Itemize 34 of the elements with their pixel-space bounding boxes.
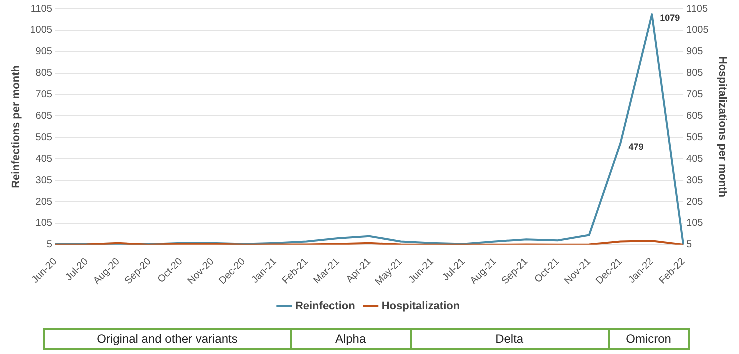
y-tick-label: 305 [36, 175, 53, 186]
y2-tick-label: 1105 [686, 4, 708, 15]
legend-label: Reinfection [295, 300, 356, 313]
legend-label: Hospitalization [382, 300, 460, 313]
y2-tick-label: 905 [686, 46, 704, 58]
y2-axis-title: Hospitalizations per month [716, 56, 728, 198]
y2-tick-label: 405 [686, 154, 704, 165]
y-tick-label: 805 [36, 68, 53, 80]
y-tick-label: 1005 [30, 25, 53, 36]
y-tick-label: 405 [36, 154, 53, 165]
data-label: 479 [628, 142, 644, 152]
text: Original and other variants [45, 330, 292, 348]
text: Omicron [625, 331, 672, 348]
y2-tick-label: 205 [686, 196, 704, 208]
data-label: 1079 [660, 13, 680, 24]
y2-tick-label: 605 [686, 110, 704, 122]
y-tick-label: 505 [36, 132, 53, 144]
y-tick-label: 1105 [30, 4, 53, 15]
y-tick-label: 605 [36, 110, 53, 122]
y2-tick-label: 1005 [686, 25, 710, 36]
text: Alpha [292, 330, 412, 348]
y2-tick-label: 805 [686, 68, 704, 80]
y-tick-label: 205 [36, 196, 53, 208]
y-tick-label: 105 [36, 218, 53, 230]
y2-tick-label: 705 [686, 90, 704, 101]
y2-tick-label: 105 [686, 218, 704, 230]
text: Delta [412, 330, 610, 348]
y-tick-label: 905 [36, 46, 53, 58]
y-tick-label: 5 [46, 240, 53, 251]
y-tick-label: 705 [36, 90, 53, 101]
y-axis-title: Reinfections per month [10, 65, 23, 188]
y2-tick-label: 5 [686, 240, 693, 251]
y2-tick-label: 305 [686, 175, 704, 186]
y2-tick-label: 505 [686, 132, 704, 144]
